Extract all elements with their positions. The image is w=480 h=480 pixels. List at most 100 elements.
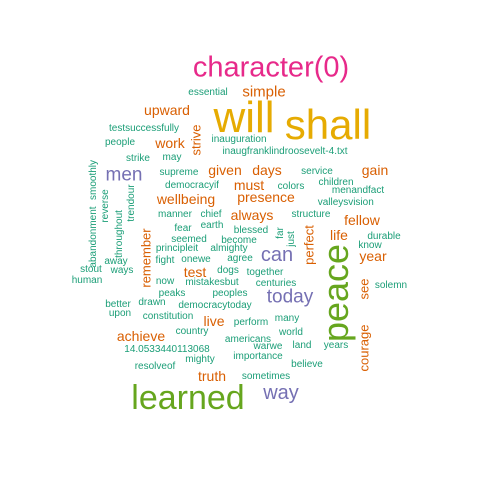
word: menandfact [331, 185, 385, 196]
word: shall [284, 101, 372, 148]
word: democracyif [165, 180, 219, 191]
word: stout [80, 264, 102, 275]
word: many [274, 313, 300, 324]
word: sometimes [241, 371, 291, 382]
word: see [356, 278, 372, 300]
word: americans [224, 334, 272, 345]
word: people [104, 137, 136, 148]
word: centuries [255, 278, 297, 289]
word: agree [227, 253, 253, 264]
word: gain [361, 162, 389, 178]
word: now [155, 276, 175, 287]
word: trendour [126, 184, 137, 222]
word: vision [348, 197, 374, 208]
word: earth [200, 220, 224, 231]
word: durable [367, 231, 401, 242]
word: away [104, 256, 128, 267]
word: smoothly [88, 159, 99, 201]
word: world [279, 327, 303, 338]
word: live [203, 313, 225, 329]
word: fight [155, 255, 175, 266]
word: mistakesbut [185, 277, 239, 288]
word: way [263, 382, 299, 404]
word: reverse [100, 189, 111, 223]
word: 14.0533440113068 [124, 344, 210, 355]
word: always [230, 207, 274, 223]
word: truth [197, 368, 227, 384]
word: learned [131, 379, 245, 417]
word: blessed [233, 225, 269, 236]
word: upward [144, 102, 190, 118]
word: days [252, 162, 282, 178]
word: colors [277, 181, 305, 192]
word: become [221, 235, 257, 246]
word: will [213, 93, 275, 142]
word: seemed [171, 234, 207, 245]
word: solemn [374, 280, 408, 291]
word: warwe [253, 341, 283, 352]
word: principleit [155, 243, 199, 254]
word: upon [108, 308, 132, 319]
word: service [301, 166, 333, 177]
word: almighty [210, 243, 248, 254]
word: country [175, 326, 209, 337]
word: life [330, 227, 348, 243]
word: peoples [212, 288, 248, 299]
word: character(0) [192, 51, 350, 84]
word: work [155, 135, 185, 151]
word: inaugfranklindroosevelt-4.txt [222, 146, 348, 157]
word: wellbeing [156, 191, 216, 207]
word: valleys [317, 197, 349, 208]
word: achieve [116, 328, 166, 344]
word: importance [233, 351, 283, 362]
word: throughout [114, 210, 125, 258]
word: dogs [217, 265, 239, 276]
word: strive [188, 124, 204, 156]
word: inauguration [211, 134, 267, 145]
word: strike [126, 153, 150, 164]
word: far [275, 227, 286, 239]
word: fellow [344, 212, 380, 228]
word: remember [138, 228, 154, 288]
word: testsuccessfully [108, 123, 180, 134]
word: peace [315, 243, 356, 343]
word: test [183, 264, 207, 280]
word: perfect [301, 225, 317, 265]
word: constitution [142, 311, 194, 322]
word: believe [291, 359, 323, 370]
word: abandonment [88, 206, 99, 268]
word: resolveof [134, 361, 176, 372]
word: courage [356, 324, 372, 372]
word: men [105, 164, 143, 186]
word: children [318, 177, 354, 188]
word: fear [174, 223, 192, 234]
word: supreme [159, 167, 199, 178]
word: can [260, 244, 294, 266]
word: manner [158, 209, 192, 220]
word: structure [291, 209, 331, 220]
word: onewe [181, 254, 211, 265]
word: better [105, 299, 131, 310]
word: perform [233, 317, 269, 328]
word: given [208, 162, 242, 178]
word: today [266, 286, 314, 308]
word: together [246, 267, 284, 278]
word: may [162, 152, 182, 163]
word: human [71, 275, 103, 286]
word: presence [237, 189, 295, 205]
word: just [286, 231, 297, 247]
word: peaks [158, 288, 186, 299]
word: chief [200, 209, 222, 220]
word: years [323, 340, 349, 351]
word: democracytoday [178, 300, 252, 311]
word: year [359, 248, 387, 264]
word: simple [242, 83, 286, 101]
word: ways [110, 265, 134, 276]
word: mighty [185, 354, 215, 365]
word: essential [188, 87, 228, 98]
word: land [292, 340, 312, 351]
word: drawn [138, 297, 166, 308]
word: must [233, 177, 265, 193]
word: know [358, 240, 382, 251]
